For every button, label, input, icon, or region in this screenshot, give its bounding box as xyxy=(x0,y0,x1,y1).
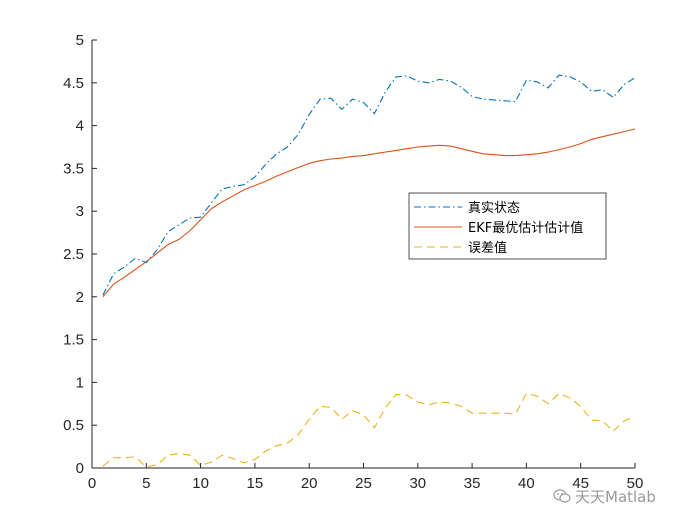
series-line-3 xyxy=(102,392,636,468)
x-tick-label: 25 xyxy=(355,475,372,492)
x-tick-label: 15 xyxy=(247,475,264,492)
wechat-icon xyxy=(553,489,571,503)
y-tick-label: 3 xyxy=(76,203,84,220)
y-tick-label: 5 xyxy=(76,32,84,49)
x-ticks: 0 5 10 15 20 25 30 35 40 45 50 xyxy=(88,463,644,492)
x-tick-label: 0 xyxy=(88,475,96,492)
x-tick-label: 30 xyxy=(409,475,426,492)
x-tick-label: 50 xyxy=(627,475,644,492)
x-tick-label: 45 xyxy=(572,475,589,492)
legend-label-2: EKF最优估计估计值 xyxy=(468,220,583,236)
x-tick-label: 35 xyxy=(464,475,481,492)
y-ticks: 0 0.5 1 1.5 2 2.5 3 3.5 4 4.5 5 xyxy=(63,32,97,477)
y-tick-label: 4 xyxy=(76,118,84,135)
y-tick-label: 1 xyxy=(76,374,84,391)
legend-label-1: 真实状态 xyxy=(468,201,520,216)
y-tick-label: 0.5 xyxy=(63,417,84,434)
y-tick-label: 1.5 xyxy=(63,332,84,349)
series-layer xyxy=(102,74,636,468)
x-tick-label: 20 xyxy=(301,475,318,492)
legend-label-3: 误差值 xyxy=(468,240,507,256)
y-tick-label: 2.5 xyxy=(63,246,84,263)
y-tick-label: 4.5 xyxy=(63,75,84,92)
watermark-text: 天天Matlab xyxy=(575,487,656,506)
x-tick-label: 5 xyxy=(142,475,150,492)
watermark: 天天Matlab xyxy=(553,484,693,508)
y-tick-label: 2 xyxy=(76,289,84,306)
x-tick-label: 40 xyxy=(518,475,535,492)
series-line-2 xyxy=(102,128,636,298)
x-tick-label: 10 xyxy=(192,475,209,492)
y-tick-label: 3.5 xyxy=(63,160,84,177)
legend-box xyxy=(408,192,607,260)
y-tick-label: 0 xyxy=(76,460,84,477)
